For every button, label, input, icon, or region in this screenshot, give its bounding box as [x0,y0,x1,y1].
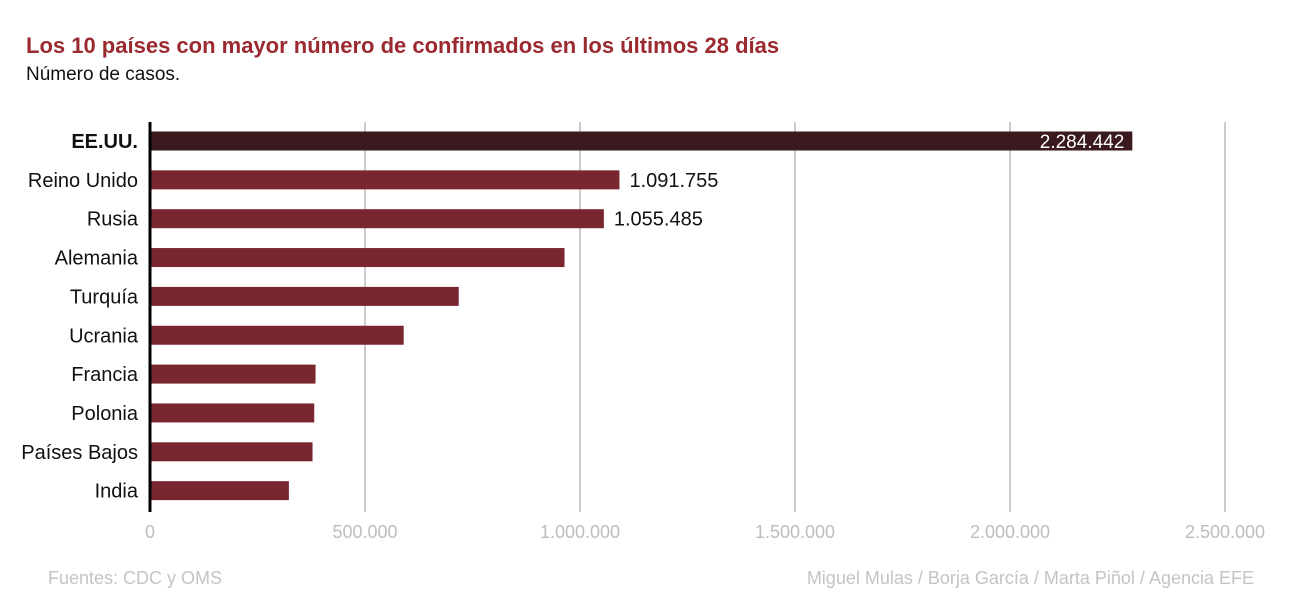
data-label: 1.055.485 [614,209,703,231]
category-label: Ucrania [69,325,139,347]
data-label: 1.091.755 [629,170,718,192]
bar [150,325,404,345]
data-label: 2.284.442 [1040,132,1125,153]
category-label: Rusia [87,209,139,231]
bar [150,170,620,190]
chart-subtitle: Número de casos. [26,64,181,85]
bar [150,248,565,268]
bar [150,442,313,462]
category-label: EE.UU. [71,131,138,153]
bar [150,131,1133,151]
x-tick-label: 1.000.000 [540,522,620,542]
source-footer: Fuentes: CDC y OMS [48,568,223,588]
x-tick-label: 500.000 [332,522,397,542]
category-label: India [95,481,139,503]
category-label: Reino Unido [28,170,138,192]
chart-title: Los 10 países con mayor número de confir… [26,33,780,58]
category-label: Países Bajos [21,442,138,464]
x-tick-label: 1.500.000 [755,522,835,542]
bar [150,481,289,501]
category-label: Turquía [70,286,139,308]
x-tick-label: 2.000.000 [970,522,1050,542]
x-tick-label: 0 [145,522,155,542]
bar [150,209,604,229]
bar [150,286,459,306]
x-tick-label: 2.500.000 [1185,522,1265,542]
category-label: Alemania [55,248,139,270]
category-label: Francia [71,364,139,386]
bar [150,364,316,384]
credits-footer: Miguel Mulas / Borja García / Marta Piño… [806,568,1254,588]
category-label: Polonia [71,403,139,425]
bar [150,403,315,423]
